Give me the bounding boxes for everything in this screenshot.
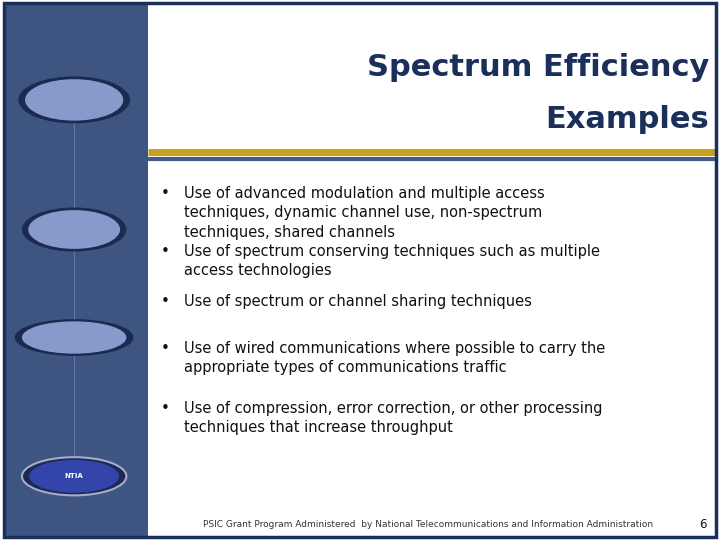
Text: Use of advanced modulation and multiple access
techniques, dynamic channel use, : Use of advanced modulation and multiple …	[184, 186, 544, 240]
FancyBboxPatch shape	[148, 3, 716, 159]
Text: •: •	[161, 341, 170, 356]
Ellipse shape	[29, 460, 120, 492]
Text: Use of compression, error correction, or other processing
techniques that increa: Use of compression, error correction, or…	[184, 401, 602, 435]
Text: Spectrum Efficiency: Spectrum Efficiency	[366, 53, 709, 82]
FancyBboxPatch shape	[148, 159, 716, 537]
Text: Use of spectrum or channel sharing techniques: Use of spectrum or channel sharing techn…	[184, 294, 531, 309]
Text: •: •	[161, 244, 170, 259]
Text: NTIA: NTIA	[65, 473, 84, 480]
Text: Examples: Examples	[546, 105, 709, 134]
Ellipse shape	[25, 79, 123, 120]
FancyBboxPatch shape	[4, 3, 148, 537]
Text: •: •	[161, 294, 170, 309]
Ellipse shape	[22, 321, 127, 354]
Text: PSIC Grant Program Administered  by National Telecommunications and Information : PSIC Grant Program Administered by Natio…	[203, 521, 654, 529]
Text: Use of spectrum conserving techniques such as multiple
access technologies: Use of spectrum conserving techniques su…	[184, 244, 600, 278]
Text: 6: 6	[699, 518, 706, 531]
Text: Use of wired communications where possible to carry the
appropriate types of com: Use of wired communications where possib…	[184, 341, 605, 375]
Ellipse shape	[22, 457, 127, 495]
Text: •: •	[161, 401, 170, 416]
Ellipse shape	[28, 210, 120, 249]
Text: •: •	[161, 186, 170, 201]
Ellipse shape	[22, 207, 127, 252]
Ellipse shape	[14, 319, 134, 356]
Ellipse shape	[19, 76, 130, 124]
